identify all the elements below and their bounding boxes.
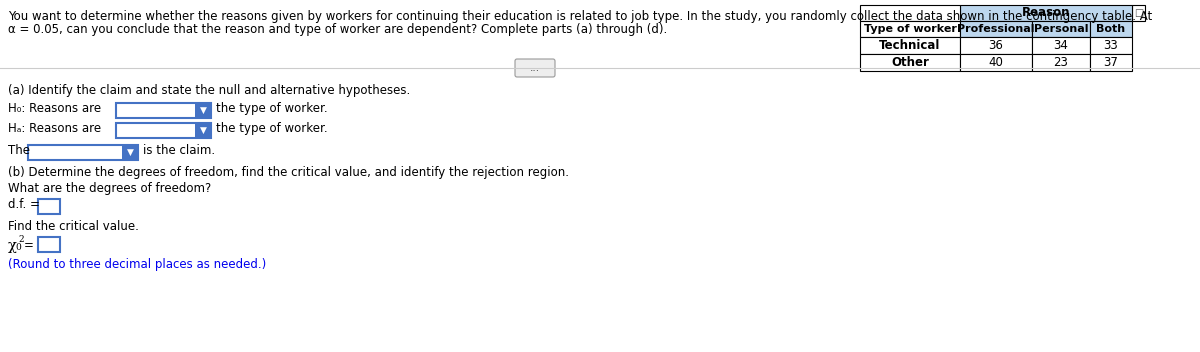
Bar [1032,21,1090,37]
Text: Both: Both [1097,24,1126,34]
Bar [28,145,138,160]
Text: ...: ... [530,63,540,73]
Text: Find the critical value.: Find the critical value. [8,220,139,233]
Bar [960,5,1132,21]
Text: What are the degrees of freedom?: What are the degrees of freedom? [8,182,211,195]
Text: 2: 2 [18,235,24,244]
Bar [1090,37,1132,54]
Text: the type of worker.: the type of worker. [216,122,328,135]
Text: the type of worker.: the type of worker. [216,102,328,115]
Text: 36: 36 [989,39,1003,52]
Text: Personal: Personal [1033,24,1088,34]
Text: 23: 23 [1054,56,1068,69]
Bar [960,37,1032,54]
Text: The: The [8,144,30,157]
Text: is the claim.: is the claim. [143,144,215,157]
Text: Other: Other [892,56,929,69]
Text: Professional: Professional [958,24,1034,34]
Text: α = 0.05, can you conclude that the reason and type of worker are dependent? Com: α = 0.05, can you conclude that the reas… [8,23,667,36]
Text: Hₐ: Reasons are: Hₐ: Reasons are [8,122,101,135]
Text: (b) Determine the degrees of freedom, find the critical value, and identify the : (b) Determine the degrees of freedom, fi… [8,166,569,179]
Text: Type of worker: Type of worker [864,24,956,34]
Bar [38,199,60,214]
Text: =: = [24,239,34,252]
Bar [116,103,211,118]
Text: 0: 0 [14,243,20,252]
Text: χ: χ [8,239,17,253]
Bar [960,54,1032,71]
Text: Reason: Reason [1021,6,1070,19]
Text: Technical: Technical [880,39,941,52]
FancyBboxPatch shape [515,59,554,77]
Text: d.f. =: d.f. = [8,198,40,211]
Text: □: □ [1134,8,1144,18]
Text: (Round to three decimal places as needed.): (Round to three decimal places as needed… [8,258,266,271]
Text: 34: 34 [1054,39,1068,52]
Bar [860,54,960,71]
Text: 37: 37 [1104,56,1118,69]
Text: ▼: ▼ [199,126,206,135]
Bar [860,21,960,37]
Bar [194,103,211,118]
Bar [1090,54,1132,71]
Text: (a) Identify the claim and state the null and alternative hypotheses.: (a) Identify the claim and state the nul… [8,84,410,97]
Bar [1032,54,1090,71]
Text: H₀: Reasons are: H₀: Reasons are [8,102,101,115]
Text: ▼: ▼ [199,106,206,115]
Bar [860,5,960,21]
Bar [194,123,211,138]
Text: 40: 40 [989,56,1003,69]
Bar [116,123,211,138]
Bar [960,21,1032,37]
Text: ▼: ▼ [126,148,133,157]
Bar [122,145,138,160]
Text: You want to determine whether the reasons given by workers for continuing their : You want to determine whether the reason… [8,10,1152,23]
Text: 33: 33 [1104,39,1118,52]
Bar [1090,21,1132,37]
Bar [860,37,960,54]
Bar [1132,5,1145,21]
Bar [38,237,60,252]
Bar [1032,37,1090,54]
